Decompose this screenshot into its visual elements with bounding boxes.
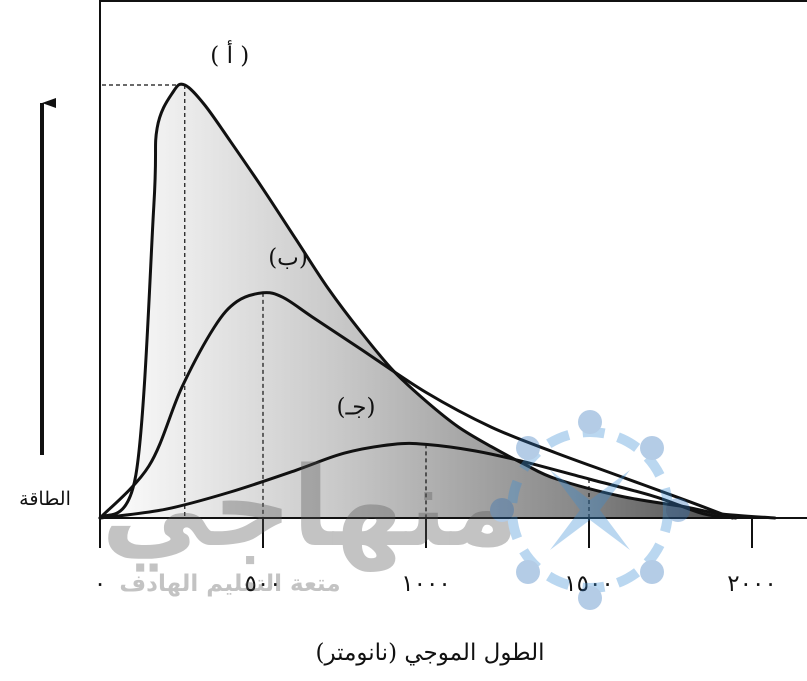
watermark: منهاجي متعة التعليم الهادف: [101, 410, 690, 610]
watermark-subtext: متعة التعليم الهادف: [119, 571, 340, 597]
series-label-2: (جـ): [337, 394, 376, 420]
x-tick-label-0: ٠: [94, 571, 106, 597]
series-curve-1: [98, 291, 734, 520]
curve-a-shaded-area: [100, 84, 775, 518]
series-curve-2: [98, 441, 738, 520]
series-label-0: ( أ ): [210, 40, 249, 69]
x-tick-label-500: ٥٠٠: [244, 571, 281, 597]
x-tick-label-2000: ٢٠٠٠: [727, 571, 776, 597]
x-tick-label-1500: ١٥٠٠: [564, 571, 613, 597]
watermark-logo-icon: [490, 410, 690, 610]
watermark-text: منهاجي: [101, 443, 519, 572]
series-curve-0: [98, 82, 777, 520]
x-axis-label: الطول الموجي (نانومتر): [315, 640, 544, 666]
y-axis-label: الطاقة: [19, 488, 71, 510]
series-label-1: (ب): [268, 245, 308, 271]
x-tick-label-1000: ١٠٠٠: [401, 571, 450, 597]
